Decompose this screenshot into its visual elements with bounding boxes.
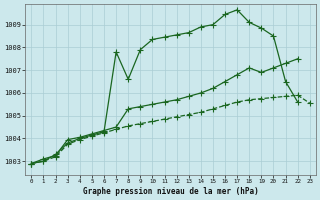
X-axis label: Graphe pression niveau de la mer (hPa): Graphe pression niveau de la mer (hPa) xyxy=(83,187,259,196)
